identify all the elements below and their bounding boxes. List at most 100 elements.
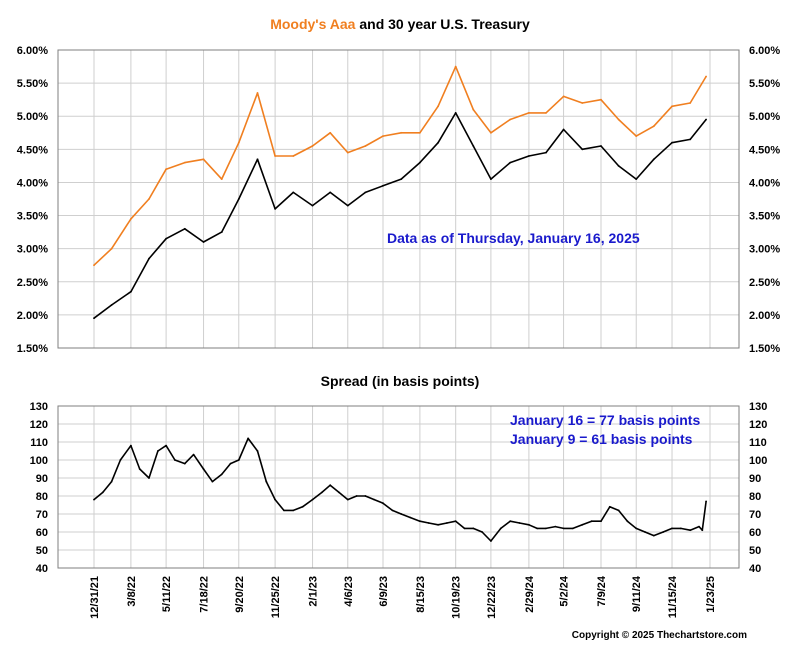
x-tick-label: 12/31/21	[89, 576, 101, 619]
x-tick-label: 11/25/22	[270, 576, 282, 618]
x-tick-label: 11/15/24	[667, 575, 679, 618]
spread-data-point-0	[409, 516, 412, 519]
spread-data-point-0	[671, 527, 673, 530]
top-y-tick-left: 2.50%	[17, 277, 48, 289]
top-data-point-0	[545, 112, 547, 114]
top-data-point-1	[130, 290, 132, 293]
top-data-point-0	[274, 155, 276, 157]
top-y-tick-right: 6.00%	[749, 45, 780, 57]
spread-data-point-0	[364, 495, 367, 497]
spread-y-tick-left: 120	[30, 419, 48, 431]
x-tick-label: 12/22/23	[486, 576, 498, 619]
spread-data-point-0	[427, 522, 430, 524]
data-as-of-annotation: Data as of Thursday, January 16, 2025	[387, 230, 640, 246]
spread-data-point-0	[183, 462, 186, 465]
top-data-point-1	[509, 161, 512, 164]
spread-data-point-0	[119, 459, 122, 461]
top-data-point-1	[183, 227, 186, 230]
spread-data-point-0	[165, 444, 168, 447]
top-data-point-1	[237, 198, 240, 200]
top-data-point-1	[346, 204, 349, 207]
spread-chart-title: Spread (in basis points)	[321, 373, 480, 389]
top-data-point-0	[528, 112, 530, 114]
spread-data-point-0	[689, 529, 692, 532]
top-y-tick-right: 2.50%	[749, 277, 780, 289]
spread-data-point-0	[509, 520, 512, 523]
top-data-point-1	[689, 138, 692, 141]
top-data-point-1	[528, 155, 530, 157]
x-tick-label: 7/18/22	[199, 576, 211, 613]
spread-y-tick-right: 40	[749, 563, 761, 575]
spread-data-point-0	[346, 498, 349, 501]
top-y-tick-left: 1.50%	[17, 343, 48, 355]
spread-y-tick-right: 60	[749, 527, 761, 539]
top-y-tick-right: 1.50%	[749, 343, 780, 355]
top-data-point-0	[472, 108, 475, 111]
top-data-point-0	[93, 264, 95, 267]
spread-data-point-0	[274, 498, 276, 501]
top-y-tick-right: 5.50%	[749, 78, 780, 90]
top-data-point-1	[600, 145, 602, 147]
spread-y-tick-left: 110	[30, 437, 48, 449]
spread-data-point-0	[338, 491, 340, 494]
top-data-point-0	[652, 125, 655, 128]
spread-data-point-0	[237, 459, 240, 461]
top-y-tick-right: 3.50%	[749, 211, 780, 223]
spread-data-point-0	[202, 468, 205, 470]
top-data-point-0	[454, 65, 457, 68]
spread-data-point-0	[644, 531, 646, 533]
spread-data-point-0	[192, 453, 195, 456]
spread-series-line-0	[93, 437, 707, 542]
top-data-point-1	[705, 118, 707, 121]
spread-y-tick-left: 80	[36, 491, 48, 503]
top-data-point-1	[382, 184, 384, 187]
top-data-point-0	[581, 102, 584, 104]
top-data-point-0	[183, 161, 186, 164]
top-data-point-1	[562, 128, 565, 131]
spread-y-tick-left: 70	[36, 509, 48, 521]
spread-data-point-0	[472, 527, 475, 530]
x-tick-label: 9/20/22	[234, 576, 246, 613]
top-data-point-1	[274, 208, 276, 210]
top-y-axis-left: 6.00% 5.50% 5.00% 4.50% 4.00% 3.50% 3.00% 2.50%…	[17, 45, 48, 355]
spread-data-point-0	[662, 531, 665, 533]
spread-data-point-0	[400, 513, 403, 515]
top-y-tick-right: 2.00%	[749, 310, 780, 322]
spread-y-tick-right: 120	[749, 419, 767, 431]
top-chart-grid	[58, 49, 739, 349]
top-data-point-0	[600, 98, 602, 101]
spread-data-point-0	[283, 509, 285, 512]
top-data-point-0	[671, 105, 673, 108]
top-data-point-1	[635, 178, 638, 181]
top-plot-frame	[57, 49, 740, 349]
top-data-point-0	[311, 145, 314, 147]
spread-data-point-0	[635, 527, 638, 530]
top-data-point-0	[490, 131, 492, 134]
top-data-point-1	[437, 141, 439, 144]
top-data-point-1	[148, 257, 150, 260]
spread-data-point-0	[101, 491, 104, 494]
x-tick-label: 2/29/24	[524, 575, 536, 613]
top-data-point-1	[311, 204, 314, 207]
spread-data-point-0	[321, 491, 323, 494]
spread-y-tick-right: 100	[749, 455, 767, 467]
top-data-point-0	[202, 158, 205, 161]
top-data-point-0	[382, 135, 384, 138]
top-data-point-0	[562, 95, 565, 98]
x-tick-label: 7/9/24	[596, 575, 608, 606]
top-data-point-0	[110, 247, 113, 250]
spread-data-point-0	[581, 523, 584, 526]
top-data-point-1	[545, 151, 547, 154]
top-y-tick-right: 4.00%	[749, 177, 780, 189]
top-data-point-1	[419, 161, 421, 164]
spread-data-point-0	[292, 509, 295, 512]
spread-data-point-0	[355, 495, 358, 497]
top-data-point-1	[256, 158, 259, 161]
top-data-point-0	[509, 118, 512, 121]
top-y-axis-right: 6.00% 5.50% 5.00% 4.50% 4.00% 3.50% 3.00% 2.50%…	[749, 45, 780, 355]
top-data-point-0	[292, 155, 295, 157]
spread-data-point-0	[265, 480, 268, 483]
top-data-point-0	[148, 198, 150, 200]
x-axis-date-labels: 12/31/21 3/8/22 5/11/22 7/18/22 9/20/22 11/25…	[89, 575, 717, 619]
spread-data-point-0	[110, 480, 113, 483]
